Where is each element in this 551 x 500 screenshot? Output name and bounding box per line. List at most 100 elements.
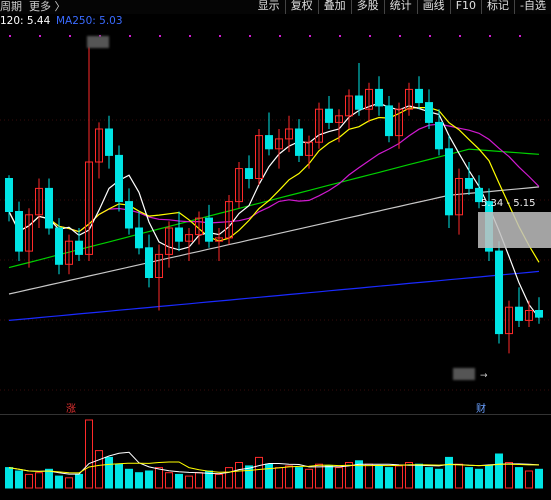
signal-dot [519,35,521,37]
candle-body [235,168,243,203]
volume-bar [475,468,483,489]
financial-report-marker[interactable]: 财 [476,404,486,415]
ma5-line [8,102,540,319]
toolbar-adjust[interactable]: 复权 [284,0,318,14]
signal-dot [39,35,41,37]
toolbar-draw-line[interactable]: 画线 [416,0,450,14]
signal-dot [249,35,251,37]
ma250-line [8,270,540,321]
toolbar-overlay[interactable]: 叠加 [317,0,351,14]
candle-body [245,168,253,180]
candle-body [335,115,343,123]
volume-bar [105,456,113,489]
ma10-line [8,106,540,263]
candle-body [425,102,433,123]
volume-bar [255,456,263,489]
volume-bar [415,463,423,489]
volume-bar [125,468,133,489]
limit-up-marker[interactable]: 涨 [66,404,76,415]
volume-bar [5,467,13,489]
toolbar-stats[interactable]: 统计 [383,0,417,14]
period-label[interactable]: 周期 更多 〉 [0,0,66,13]
ma120-value: 120: 5.44 [0,15,51,27]
signal-dot [339,35,341,37]
volume-bar [305,468,313,489]
low-arrow: → [480,371,488,381]
candle-body [505,306,513,335]
candle-body [355,95,363,110]
volume-bar [345,462,353,489]
candle-body [385,105,393,137]
signal-dot [399,35,401,37]
candle-body [445,148,453,216]
candle-body [465,178,473,189]
signal-dot [279,35,281,37]
volume-bar [195,472,203,489]
volume-bar [15,470,23,489]
candle-body [535,310,543,318]
candle-body [135,227,143,249]
candle-body [495,250,503,335]
volume-bar [115,463,123,489]
volume-bar [135,472,143,489]
candle-body [25,214,33,252]
volume-bar [485,465,493,489]
high-price-label [87,36,109,48]
candle-body [5,178,13,212]
volume-bar [465,467,473,489]
price-range-label: 5.34 - 5.15 [481,198,536,209]
signal-dot [159,35,161,37]
volume-bar [425,467,433,489]
candle-body [375,88,383,107]
candle-body [525,310,533,321]
signal-dot [459,35,461,37]
candle-body [225,201,233,239]
volume-bar [325,465,333,489]
candle-body [95,128,103,163]
volume-bar [225,467,233,489]
volume-bar [335,467,343,489]
candle-body [215,237,223,242]
toolbar-watchlist[interactable]: -自选 [514,0,551,14]
candle-body [55,227,63,265]
candle-body [195,217,203,236]
volume-bar [175,473,183,489]
candle-body [85,161,93,255]
candle-body [415,88,423,104]
candle-body [105,128,113,156]
more-menu[interactable]: 更多 〉 [29,0,66,13]
volume-bar [435,468,443,489]
toolbar-show[interactable]: 显示 [257,0,280,12]
volume-bar [375,465,383,489]
candle-body [75,240,83,255]
panel-divider [0,414,551,415]
low-price-label [453,368,475,380]
signal-dot [429,35,431,37]
signal-dot [69,35,71,37]
volume-bar [95,450,103,489]
volume-bar [65,477,73,489]
volume-bar [85,419,93,489]
candle-body [475,187,483,203]
candle-body [305,141,313,156]
volume-bar [155,467,163,489]
candle-body [285,128,293,140]
toolbar-multi-stock[interactable]: 多股 [350,0,384,14]
volume-bar [145,470,153,489]
candle-body [435,121,443,150]
candle-body [185,234,193,242]
candle-body [455,178,463,216]
volume-bar [235,462,243,489]
volume-bar [515,467,523,489]
volume-bar [245,465,253,489]
toolbar-f10[interactable]: F10 [449,0,481,14]
candle-body [265,135,273,150]
volume-bar [25,473,33,489]
volume-bar [405,462,413,489]
toolbar-mark[interactable]: 标记 [481,0,514,14]
candle-body [345,95,353,117]
candle-body [155,253,163,278]
volume-bar [215,473,223,489]
candle-body [275,138,283,150]
